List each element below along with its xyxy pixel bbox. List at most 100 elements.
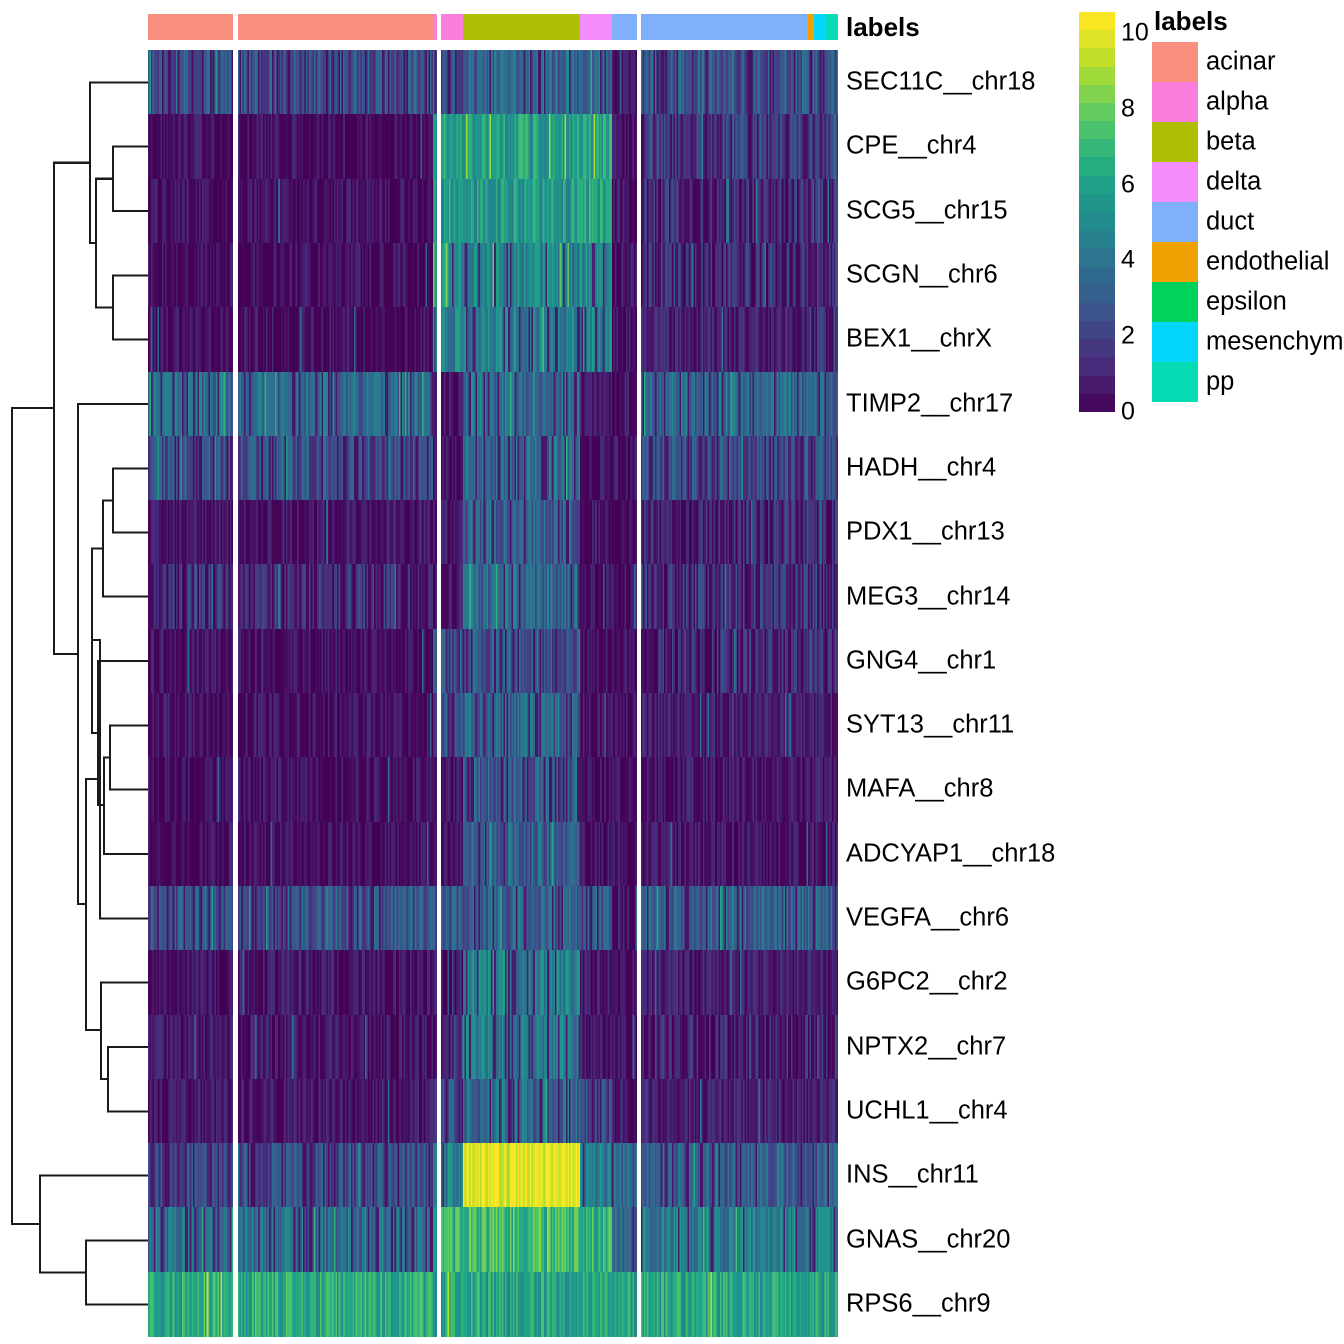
heatmap-block (432, 371, 437, 437)
colorbar-band (1079, 321, 1115, 340)
heatmap-block (440, 693, 463, 758)
heatmap-block (825, 757, 838, 823)
heatmap-block (813, 50, 826, 115)
row-label: BEX1__chrX (846, 324, 993, 353)
annotation-segment-delta (580, 14, 613, 40)
heatmap-block (813, 757, 826, 823)
heatmap-block (807, 50, 814, 115)
heatmap-block (641, 628, 808, 694)
heatmap-block (807, 885, 814, 951)
heatmap-block (148, 564, 233, 630)
heatmap-block (612, 1271, 637, 1337)
row-label: ADCYAP1__chr18 (846, 839, 1056, 867)
heatmap-block (580, 1207, 613, 1273)
legend-entry-duct: duct (1152, 202, 1344, 242)
heatmap-block (641, 1014, 808, 1080)
heatmap-block (641, 1078, 808, 1144)
heatmap-block (462, 757, 580, 823)
heatmap-block (612, 371, 637, 437)
heatmap-block (432, 950, 437, 1016)
colorbar-band (1079, 84, 1115, 104)
heatmap-block (813, 1014, 826, 1080)
colorbar-tick-label: 8 (1121, 94, 1135, 123)
heatmap-block (641, 757, 808, 823)
heatmap-block (440, 950, 463, 1016)
heatmap-block (580, 1271, 613, 1337)
heatmap-block (612, 1207, 637, 1273)
heatmap-block (432, 821, 437, 887)
heatmap-block (237, 500, 433, 565)
annotation-segment-duct (641, 14, 808, 40)
heatmap-block (440, 435, 463, 501)
colorbar-tick-label: 2 (1121, 321, 1135, 350)
heatmap-block (825, 1271, 838, 1337)
colorbar-band (1079, 284, 1115, 304)
colorbar-band (1079, 393, 1115, 413)
heatmap-block (440, 821, 463, 887)
legend-label: delta (1206, 167, 1262, 196)
heatmap-block (580, 1078, 613, 1144)
legend-entry-mesenchym: mesenchym (1152, 322, 1344, 362)
heatmap-block (612, 435, 637, 501)
heatmap-block (807, 1271, 814, 1337)
heatmap-block (807, 307, 814, 373)
colorbar-band (1079, 30, 1115, 49)
heatmap-block (148, 950, 233, 1016)
heatmap-block (807, 821, 814, 887)
heatmap-block (237, 371, 433, 437)
colorbar-band (1079, 357, 1115, 377)
heatmap-row (148, 821, 838, 887)
heatmap-block (237, 693, 433, 758)
heatmap-block (462, 950, 580, 1016)
heatmap-block (813, 1078, 826, 1144)
row-label: UCHL1__chr4 (846, 1096, 1008, 1125)
heatmap-block (432, 50, 437, 115)
heatmap-block (807, 114, 814, 180)
heatmap-block (462, 178, 580, 244)
heatmap-block (641, 371, 808, 437)
heatmap-block (440, 242, 463, 308)
heatmap-row (148, 371, 838, 437)
heatmap-block (440, 307, 463, 373)
heatmap-block (148, 1207, 233, 1273)
annotation-segment-acinar (237, 14, 433, 40)
heatmap-block (440, 564, 463, 630)
colorbar-band (1079, 175, 1115, 195)
heatmap-block (237, 1143, 433, 1208)
colorbar-band (1079, 375, 1115, 395)
heatmap-block (148, 435, 233, 501)
heatmap-block (148, 1143, 233, 1208)
heatmap-block (612, 1078, 637, 1144)
annotation-segment-mesenchym (813, 14, 826, 40)
heatmap-block (580, 242, 613, 308)
legend-entry-epsilon: epsilon (1152, 282, 1344, 322)
heatmap-block (462, 50, 580, 115)
colorbar-tick-label: 6 (1121, 170, 1135, 198)
heatmap-block (462, 821, 580, 887)
heatmap-block (432, 500, 437, 565)
heatmap-block (813, 821, 826, 887)
heatmap-row (148, 885, 838, 951)
heatmap-block (432, 693, 437, 758)
heatmap-block (148, 114, 233, 180)
heatmap-block (148, 242, 233, 308)
heatmap-block (641, 435, 808, 501)
heatmap-block (580, 564, 613, 630)
legend-entry-acinar: acinar (1152, 42, 1344, 82)
heatmap-block (432, 307, 437, 373)
legend-swatch-mesenchym (1152, 322, 1198, 362)
row-label: SCGN__chr6 (846, 260, 998, 289)
heatmap-block (148, 885, 233, 951)
colorbar-band (1079, 102, 1115, 122)
heatmap-block (825, 500, 838, 565)
legend-label: acinar (1206, 47, 1276, 76)
heatmap-block (612, 500, 637, 565)
heatmap-block (807, 1078, 814, 1144)
legend-label: beta (1206, 127, 1256, 156)
row-label-list: SEC11C__chr18 CPE__chr4 SCG5__chr15 SCGN__c… (846, 50, 1076, 1336)
heatmap-block (148, 307, 233, 373)
heatmap-block (813, 178, 826, 244)
row-label: HADH__chr4 (846, 453, 997, 482)
row-label: RPS6__chr9 (846, 1289, 991, 1318)
heatmap-block (237, 178, 433, 244)
